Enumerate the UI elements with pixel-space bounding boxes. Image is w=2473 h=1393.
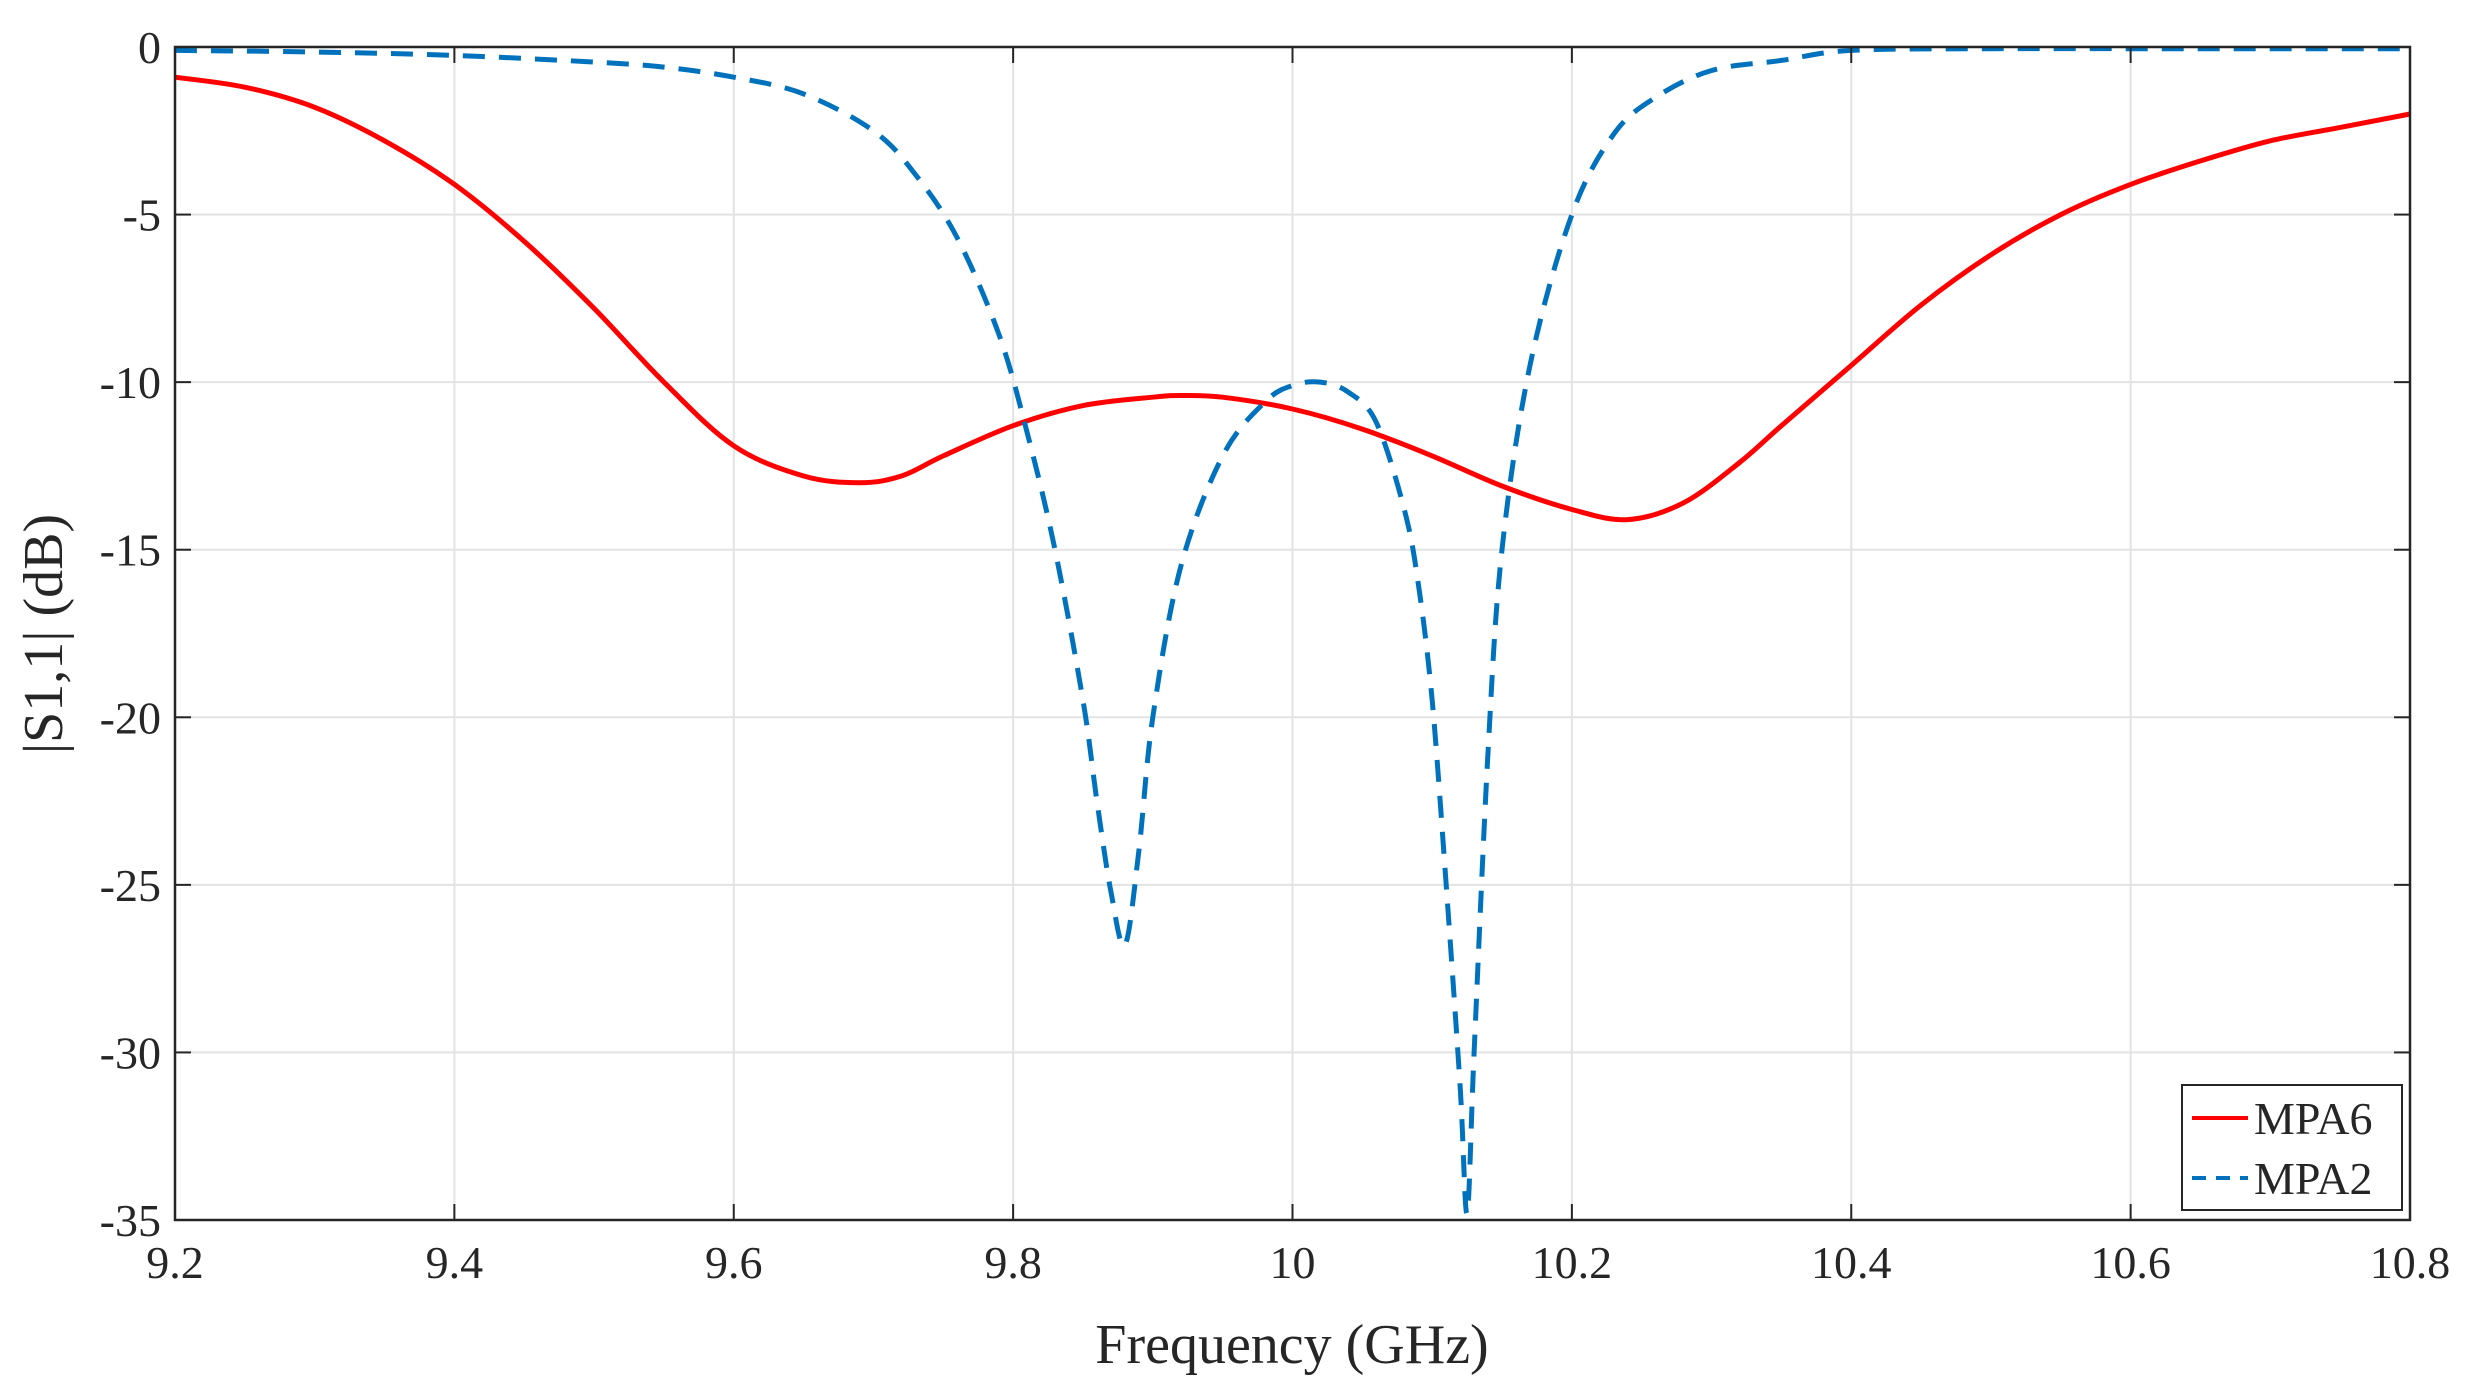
x-tick-label: 9.8 xyxy=(984,1237,1042,1288)
x-axis-label: Frequency (GHz) xyxy=(1095,1314,1488,1376)
series-line-mpa6 xyxy=(174,74,2411,523)
legend: MPA6 MPA2 xyxy=(2181,1084,2403,1211)
x-tick-label: 10.2 xyxy=(1532,1237,1613,1288)
legend-box xyxy=(2181,1084,2403,1211)
y-tick-label: -20 xyxy=(100,692,161,743)
x-tick-label: 9.2 xyxy=(146,1237,204,1288)
y-tick-label: -5 xyxy=(123,190,161,241)
y-tick-label: -15 xyxy=(100,525,161,576)
x-tick-label: 10.6 xyxy=(2090,1237,2171,1288)
y-tick-label: 0 xyxy=(138,22,161,73)
x-tick-label: 10 xyxy=(1270,1237,1316,1288)
y-axis-label: |S1,1| (dB) xyxy=(13,514,75,754)
series-line-mpa2 xyxy=(174,46,2410,1216)
y-tick-label: -35 xyxy=(100,1195,161,1246)
legend-label-mpa6: MPA6 xyxy=(2254,1093,2372,1144)
x-tick-label: 10.4 xyxy=(1811,1237,1892,1288)
ticks xyxy=(174,46,2411,1221)
series-layer xyxy=(174,46,2411,1216)
x-tick-labels: 9.2 9.4 9.6 9.8 10 10.2 10.4 10.6 10.8 xyxy=(146,1237,2450,1288)
y-tick-label: -10 xyxy=(100,357,161,408)
y-tick-label: -30 xyxy=(100,1027,161,1078)
y-tick-label: -25 xyxy=(100,860,161,911)
y-tick-labels: 0 -5 -10 -15 -20 -25 -30 -35 xyxy=(100,22,161,1246)
x-tick-label: 10.8 xyxy=(2370,1237,2451,1288)
legend-label-mpa2: MPA2 xyxy=(2254,1153,2372,1204)
x-tick-label: 9.6 xyxy=(705,1237,763,1288)
x-tick-label: 9.4 xyxy=(426,1237,484,1288)
grid xyxy=(175,47,2410,1220)
